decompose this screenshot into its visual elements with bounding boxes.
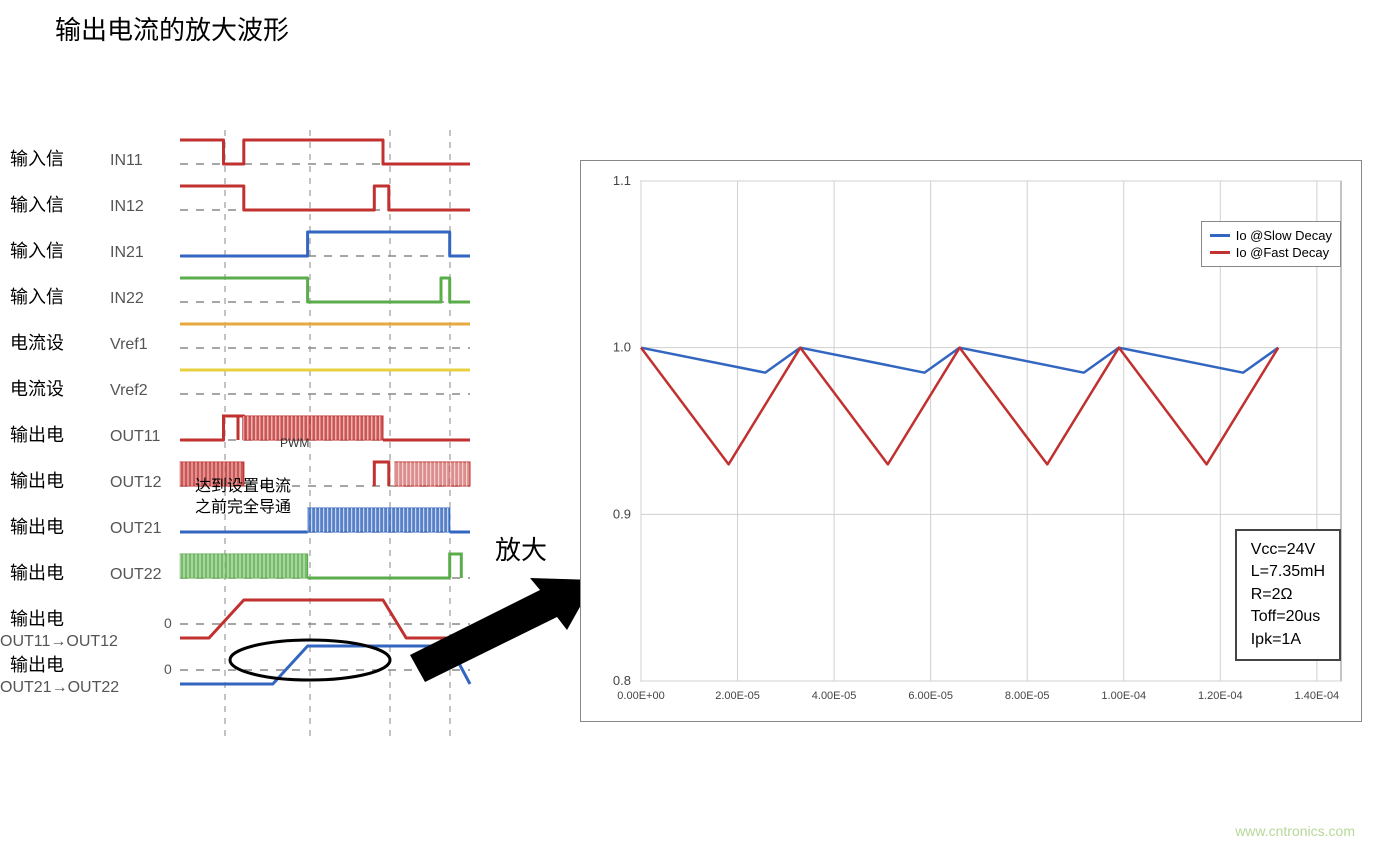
legend-item: Io @Fast Decay	[1210, 245, 1332, 260]
svg-text:IN11: IN11	[110, 152, 143, 169]
svg-text:输出电: 输出电	[10, 655, 64, 675]
param-line: Toff=20us	[1251, 606, 1325, 628]
svg-text:6.00E-05: 6.00E-05	[908, 690, 953, 702]
svg-text:IN12: IN12	[110, 198, 144, 215]
svg-text:输入信: 输入信	[10, 195, 64, 215]
svg-text:电流设: 电流设	[10, 379, 64, 399]
svg-text:输出电: 输出电	[10, 609, 64, 629]
svg-text:0: 0	[164, 661, 172, 677]
legend-item: Io @Slow Decay	[1210, 228, 1332, 243]
legend-swatch	[1210, 251, 1230, 254]
annotation-line1: 达到设置电流	[195, 478, 291, 495]
svg-text:输入信: 输入信	[10, 241, 64, 261]
svg-text:IN21: IN21	[110, 244, 144, 261]
svg-text:0: 0	[164, 615, 172, 631]
svg-text:输出电: 输出电	[10, 425, 64, 445]
svg-text:输出电: 输出电	[10, 517, 64, 537]
annotation-before-pwm: 达到设置电流 之前完全导通	[195, 477, 291, 519]
svg-text:输出电: 输出电	[10, 563, 64, 583]
svg-text:输出电: 输出电	[10, 471, 64, 491]
param-line: L=7.35mH	[1251, 561, 1325, 583]
svg-text:8.00E-05: 8.00E-05	[1005, 690, 1050, 702]
legend-label: Io @Slow Decay	[1236, 228, 1332, 243]
svg-text:输入信: 输入信	[10, 149, 64, 169]
line-chart: 0.8 0.9 1.0 1.1 0.00E+00 2.00E-05 4.00E-05 6.00…	[580, 160, 1362, 722]
svg-text:Vref1: Vref1	[110, 336, 148, 353]
svg-text:Vref2: Vref2	[110, 382, 148, 399]
svg-text:OUT12: OUT12	[110, 474, 162, 491]
watermark: www.cntronics.com	[1235, 823, 1355, 839]
svg-text:OUT11→OUT12: OUT11→OUT12	[0, 633, 118, 650]
svg-text:输入信: 输入信	[10, 287, 64, 307]
param-line: Ipk=1A	[1251, 629, 1325, 651]
svg-text:1.20E-04: 1.20E-04	[1198, 690, 1243, 702]
svg-text:0.9: 0.9	[613, 506, 631, 521]
legend-swatch	[1210, 234, 1230, 237]
svg-text:0.8: 0.8	[613, 673, 631, 688]
chart-legend: Io @Slow Decay Io @Fast Decay	[1201, 221, 1341, 267]
annotation-line2: 之前完全导通	[195, 499, 291, 516]
svg-text:1.00E-04: 1.00E-04	[1101, 690, 1146, 702]
svg-text:1.40E-04: 1.40E-04	[1295, 690, 1340, 702]
svg-text:0.00E+00: 0.00E+00	[617, 690, 664, 702]
legend-label: Io @Fast Decay	[1236, 245, 1329, 260]
zoom-label: 放大	[495, 530, 547, 567]
svg-text:1.0: 1.0	[613, 340, 631, 355]
pwm-label: PWM	[280, 436, 309, 450]
svg-text:OUT21: OUT21	[110, 520, 162, 537]
svg-text:OUT21→OUT22: OUT21→OUT22	[0, 679, 119, 696]
svg-text:OUT22: OUT22	[110, 566, 162, 583]
param-line: R=2Ω	[1251, 584, 1325, 606]
page-title: 输出电流的放大波形	[55, 10, 289, 47]
svg-text:1.1: 1.1	[613, 173, 631, 188]
param-line: Vcc=24V	[1251, 539, 1325, 561]
svg-text:2.00E-05: 2.00E-05	[715, 690, 760, 702]
svg-text:电流设: 电流设	[10, 333, 64, 353]
svg-text:OUT11: OUT11	[110, 428, 160, 445]
chart-params: Vcc=24VL=7.35mHR=2ΩToff=20usIpk=1A	[1235, 529, 1341, 661]
svg-text:4.00E-05: 4.00E-05	[812, 690, 857, 702]
svg-text:IN22: IN22	[110, 290, 144, 307]
